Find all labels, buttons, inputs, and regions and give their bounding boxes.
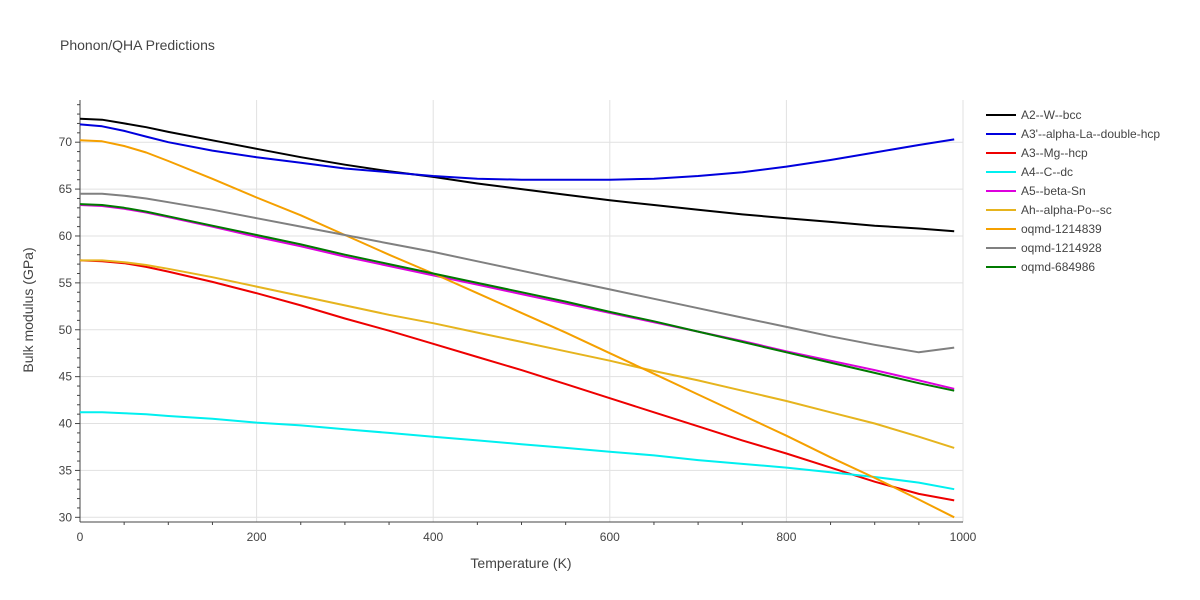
legend-label: A4--C--dc (1021, 165, 1073, 179)
legend[interactable]: A2--W--bcc A3'--alpha-La--double-hcp A3--M… (986, 108, 1160, 274)
legend-label: A3--Mg--hcp (1021, 146, 1088, 160)
legend-label: A2--W--bcc (1021, 108, 1081, 122)
series-line-3 (80, 411, 955, 491)
legend-item[interactable]: oqmd-1214839 (986, 222, 1102, 236)
series-line-5 (80, 259, 955, 449)
y-tick-label: 30 (59, 510, 73, 524)
y-axis-title: Bulk modulus (GPa) (20, 247, 36, 372)
legend-label: A5--beta-Sn (1021, 184, 1086, 198)
legend-item[interactable]: Ah--alpha-Po--sc (986, 203, 1112, 217)
y-tick-label: 70 (59, 135, 73, 149)
y-tick-label: 65 (59, 182, 73, 196)
grid-lines (80, 100, 964, 522)
legend-label: oqmd-1214928 (1021, 241, 1102, 255)
tick-labels: 0 200 400 600 800 1000 30 35 40 45 50 55 60 65 70 (59, 135, 977, 544)
x-tick-label: 200 (247, 530, 267, 544)
series-line-2 (79, 259, 955, 502)
legend-label: Ah--alpha-Po--sc (1021, 203, 1112, 217)
x-tick-label: 400 (423, 530, 443, 544)
y-tick-label: 50 (59, 323, 73, 337)
series-line-1 (79, 123, 955, 181)
legend-label: A3'--alpha-La--double-hcp (1021, 127, 1160, 141)
legend-label: oqmd-1214839 (1021, 222, 1102, 236)
legend-item[interactable]: oqmd-684986 (986, 260, 1095, 274)
series-line-7 (80, 192, 955, 354)
y-tick-label: 45 (59, 370, 73, 384)
y-tick-label: 40 (59, 417, 73, 431)
x-tick-label: 800 (776, 530, 796, 544)
series-line-6 (79, 139, 955, 519)
y-tick-label: 35 (59, 463, 73, 477)
legend-item[interactable]: A3--Mg--hcp (986, 146, 1088, 160)
legend-item[interactable]: A4--C--dc (986, 165, 1073, 179)
series-line-8 (79, 203, 955, 392)
legend-item[interactable]: A5--beta-Sn (986, 184, 1086, 198)
y-tick-label: 55 (59, 276, 73, 290)
legend-label: oqmd-684986 (1021, 260, 1095, 274)
x-tick-label: 600 (600, 530, 620, 544)
chart-title: Phonon/QHA Predictions (60, 37, 215, 53)
legend-item[interactable]: oqmd-1214928 (986, 241, 1102, 255)
legend-item[interactable]: A3'--alpha-La--double-hcp (986, 127, 1160, 141)
legend-item[interactable]: A2--W--bcc (986, 108, 1081, 122)
x-tick-label: 1000 (950, 530, 977, 544)
x-axis-title: Temperature (K) (470, 555, 571, 571)
axes (75, 100, 963, 525)
series-line-0 (79, 117, 955, 233)
series-lines (79, 117, 955, 519)
y-tick-label: 60 (59, 229, 73, 243)
x-tick-label: 0 (77, 530, 84, 544)
